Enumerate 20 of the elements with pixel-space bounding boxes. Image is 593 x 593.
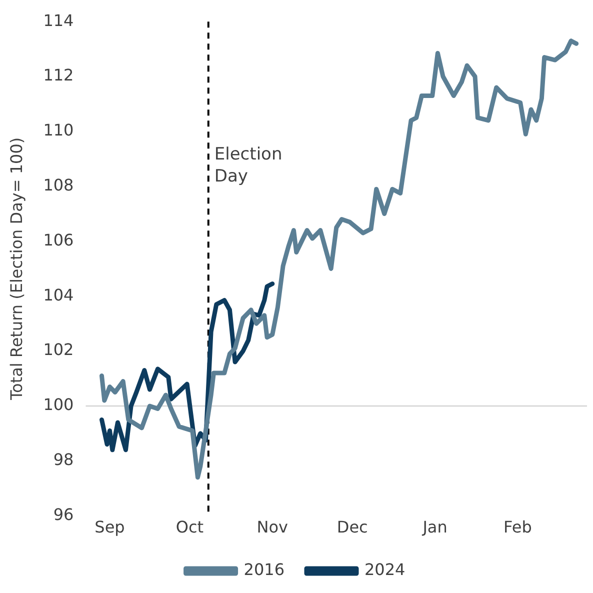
x-tick-label: Dec (336, 518, 368, 537)
y-tick-label: 114 (43, 10, 74, 30)
y-tick-label: 108 (43, 175, 74, 194)
legend-label: 2016 (244, 560, 284, 580)
y-tick-label: 110 (43, 120, 74, 140)
y-tick-label: 102 (43, 340, 74, 360)
x-tick-label: Oct (176, 518, 204, 537)
x-tick-label: Feb (504, 518, 532, 537)
y-tick-label: 112 (43, 66, 74, 85)
y-tick-label: 98 (53, 450, 74, 470)
y-tick-label: 100 (43, 395, 74, 414)
y-tick-label: 104 (43, 285, 74, 304)
y-tick-label: 106 (43, 230, 74, 250)
x-tick-label: Sep (94, 518, 125, 537)
y-axis-title: Total Return (Election Day= 100) (6, 137, 26, 402)
x-tick-label: Jan (422, 518, 448, 537)
ref-line-label: Election Day (214, 144, 282, 187)
x-tick-label: Nov (256, 518, 288, 537)
y-tick-label: 96 (53, 504, 74, 524)
legend-label: 2024 (364, 560, 406, 580)
